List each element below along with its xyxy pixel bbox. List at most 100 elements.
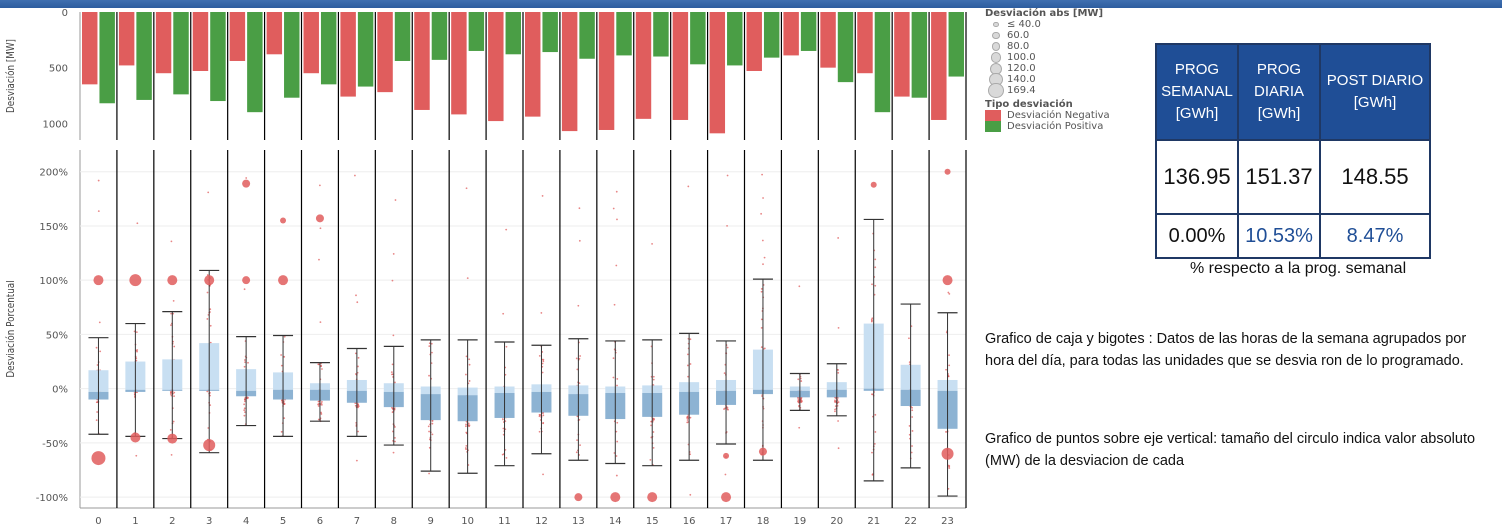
large-deviation-point — [167, 275, 178, 286]
data-point — [173, 345, 176, 348]
data-point — [948, 292, 951, 295]
bar-y-tick-label: 1000 — [43, 119, 68, 130]
data-point — [576, 368, 579, 371]
positive-bar — [468, 12, 485, 51]
data-point — [615, 455, 618, 457]
size-legend: ≤ 40.0 60.0 80.0 100.0 120.0 140.0 169.4 — [985, 19, 1110, 99]
data-point — [209, 404, 212, 407]
data-point — [280, 430, 283, 433]
data-point — [170, 453, 173, 456]
negative-bar — [598, 12, 615, 130]
positive-bar — [616, 12, 632, 56]
data-point — [948, 364, 951, 367]
x-tick-label: 23 — [941, 516, 954, 527]
data-point — [283, 335, 286, 338]
data-point — [468, 424, 471, 427]
data-point — [172, 420, 175, 423]
positive-bar — [210, 12, 226, 102]
header-prog-diaria: PROG DIARIA [GWh] — [1237, 43, 1321, 141]
x-tick-label: 19 — [794, 516, 807, 527]
positive-bar — [874, 12, 891, 113]
header-post-diario: POST DIARIO [GWh] — [1319, 43, 1431, 141]
data-point — [874, 266, 877, 269]
data-point — [465, 187, 468, 190]
data-point — [908, 425, 911, 427]
data-point — [689, 493, 692, 496]
x-tick-label: 11 — [498, 516, 511, 527]
data-point — [575, 357, 578, 360]
data-point — [243, 414, 246, 417]
type-legend: Desviación Negativa Desviación Positiva — [985, 110, 1110, 132]
data-point — [170, 324, 172, 327]
type-legend-label: Desviación Negativa — [1007, 110, 1110, 121]
data-point — [466, 277, 469, 280]
data-point — [283, 402, 286, 405]
positive-bar — [284, 12, 300, 98]
data-point — [908, 337, 910, 340]
data-point — [726, 174, 729, 177]
large-deviation-point — [723, 452, 730, 459]
data-point — [616, 421, 619, 424]
data-point — [837, 326, 840, 329]
data-point — [761, 239, 764, 242]
negative-bar — [192, 12, 209, 71]
large-deviation-point — [647, 492, 658, 503]
data-point — [243, 398, 246, 401]
data-point — [391, 279, 394, 282]
large-deviation-point — [129, 274, 142, 287]
data-point — [616, 384, 618, 387]
negative-bar — [377, 12, 393, 93]
data-point — [911, 416, 914, 418]
x-tick-label: 1 — [132, 516, 138, 527]
size-legend-item: 60.0 — [985, 30, 1110, 41]
bar-y-tick-label: 0 — [62, 8, 68, 19]
data-point — [207, 191, 210, 194]
data-point — [317, 403, 320, 405]
data-point — [538, 430, 541, 433]
hourly-deviation-chart: 0 500 1000 Desviación [MW] 200% 150% 100% 50% 0%… — [4, 8, 967, 527]
size-legend-item: 100.0 — [985, 52, 1110, 63]
data-point — [209, 308, 212, 311]
large-deviation-point — [942, 275, 953, 286]
data-point — [652, 375, 655, 378]
box-y-tick-label: 50% — [46, 330, 68, 341]
data-point — [502, 418, 504, 421]
data-point — [948, 467, 951, 469]
data-point — [653, 418, 655, 421]
data-point — [135, 331, 138, 333]
data-point — [281, 399, 283, 401]
data-point — [649, 458, 652, 461]
value-post-diario: 148.55 — [1319, 139, 1431, 215]
negative-bar — [82, 12, 98, 85]
data-point — [244, 361, 246, 363]
data-point — [390, 371, 393, 373]
data-point — [760, 346, 763, 349]
legend: Desviación abs [MW] ≤ 40.0 60.0 80.0 100.0 1… — [985, 8, 1110, 132]
percent-note: % respecto a la prog. semanal — [1190, 260, 1407, 277]
data-point — [538, 415, 541, 418]
data-point — [321, 368, 323, 370]
large-deviation-point — [280, 217, 287, 224]
data-point — [354, 404, 357, 407]
large-deviation-point — [242, 276, 251, 285]
data-point — [911, 406, 913, 409]
size-legend-label: 80.0 — [1007, 41, 1030, 52]
data-point — [615, 474, 618, 477]
x-tick-label: 16 — [683, 516, 696, 527]
data-point — [280, 354, 283, 356]
data-point — [837, 447, 840, 450]
size-legend-title: Desviación abs [MW] — [985, 8, 1104, 19]
data-point — [355, 294, 357, 297]
data-point — [689, 416, 692, 419]
bar-y-axis-label: Desviación [MW] — [4, 39, 17, 113]
box-y-tick-label: -50% — [42, 439, 68, 450]
data-point — [136, 349, 139, 351]
data-point — [800, 380, 803, 382]
dotplot-description: Grafico de puntos sobre eje vertical: ta… — [985, 431, 1476, 469]
energy-summary-table: PROG SEMANAL [GWh] PROG DIARIA [GWh] POST DI… — [1155, 43, 1431, 259]
data-point — [135, 359, 138, 362]
negative-bar — [155, 12, 172, 74]
data-point — [97, 210, 100, 213]
data-point — [394, 381, 396, 384]
data-point — [464, 447, 467, 449]
